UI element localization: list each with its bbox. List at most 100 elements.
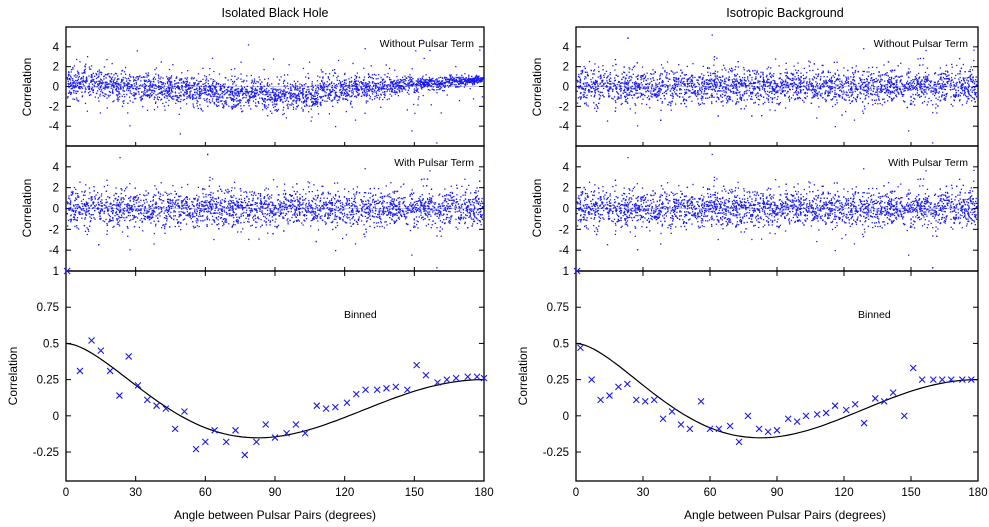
left-p0-point [251,87,254,89]
left-p0-point [194,88,196,91]
left-p1-point [85,214,87,216]
left-p0-point [378,86,380,89]
left-p0-point [250,93,252,96]
left-p0-point [259,79,261,81]
left-p1-point [358,210,361,213]
left-p0-point [166,97,168,99]
left-p1-point [336,200,338,202]
left-p0-point [283,112,285,115]
left-p0-point [267,95,269,98]
left-p1-point [251,224,254,226]
left-p1-point [200,210,202,213]
left-p0-point [160,76,162,78]
left-p0-point [363,84,365,86]
left-p0-point [441,80,443,83]
left-p0-point [355,87,357,89]
left-p1-point [154,203,156,205]
left-p1-point [341,237,344,240]
left-p1-point [212,219,214,221]
left-p1-point [212,206,214,208]
left-p0-point [403,87,405,89]
left-p0-point [305,95,308,97]
left-p0-point [281,95,283,98]
left-p0-point [161,91,163,94]
left-p0-point [274,98,276,100]
left-p0-point [259,91,261,93]
left-p0-point [140,99,142,102]
left-p0-point [232,100,235,102]
left-p0-point [308,105,310,107]
left-p0-point [236,91,238,93]
left-p1-point [383,206,385,208]
left-p1-point [316,204,318,206]
left-p0-point [180,79,183,81]
left-p0-point [251,95,254,98]
left-p0-point [212,84,214,87]
left-p1-point [432,205,434,207]
left-p0-point [439,76,442,78]
left-p0-point [122,100,124,103]
left-p0-point [66,77,68,79]
left-p0-point [201,89,203,91]
left-p0-point [364,93,366,96]
left-p0-point [148,95,150,97]
left-p0-point [361,91,364,93]
left-p0-point [375,83,378,85]
left-p0-point [272,58,275,60]
left-p1-point [207,194,209,196]
left-p0-point [277,89,279,91]
left-p0-point [156,98,158,100]
left-p0-point [119,96,121,98]
left-p0-point [307,72,309,75]
left-p0-point [105,73,107,76]
left-p0-point [220,89,222,92]
left-p0-point [440,87,443,89]
left-p0-point [442,84,444,86]
left-p1-point [100,202,102,204]
left-p0-point [429,49,431,52]
left-p0-point [346,85,348,87]
left-p1-point [122,200,124,203]
left-p0-point [143,76,145,78]
left-p0-point [441,80,443,82]
left-p0-point [251,89,253,92]
left-p0-point [124,73,127,75]
left-p1-point [444,208,447,211]
left-p0-point [295,102,298,104]
left-p0-point [351,92,353,94]
left-p1-point [137,210,139,212]
left-p0-point [278,94,280,97]
left-p1-point [346,213,348,216]
left-p1-point [115,205,117,207]
left-p0-point [329,89,331,91]
left-p0-point [176,82,178,84]
left-p1-point [73,210,75,212]
left-p0-point [472,84,474,86]
left-p1-point [222,225,224,227]
left-p1-point [383,212,385,215]
left-p0-point [233,96,235,98]
left-p0-point [408,93,410,95]
left-p0-point [407,82,409,84]
left-p0-point [297,80,299,83]
left-p0-point [87,86,89,88]
left-p0-point [111,62,113,65]
left-p0-point [281,93,283,95]
left-p1-point [430,227,432,229]
left-p0-point [479,80,481,82]
left-p0-point [106,74,109,76]
left-p0-point [346,99,349,102]
left-p1-point [367,213,369,216]
left-p0-point [269,110,272,112]
left-p0-point [209,67,211,70]
left-p0-point [380,87,382,89]
left-p0-point [196,96,198,98]
left-p0-point [88,94,91,96]
left-p0-point [174,83,176,85]
left-p0-point [182,93,185,96]
left-p0-point [281,94,283,96]
left-p0-point [207,80,209,82]
left-p1-point [431,201,433,203]
left-p0-point [481,96,484,98]
left-p0-point [265,91,267,94]
